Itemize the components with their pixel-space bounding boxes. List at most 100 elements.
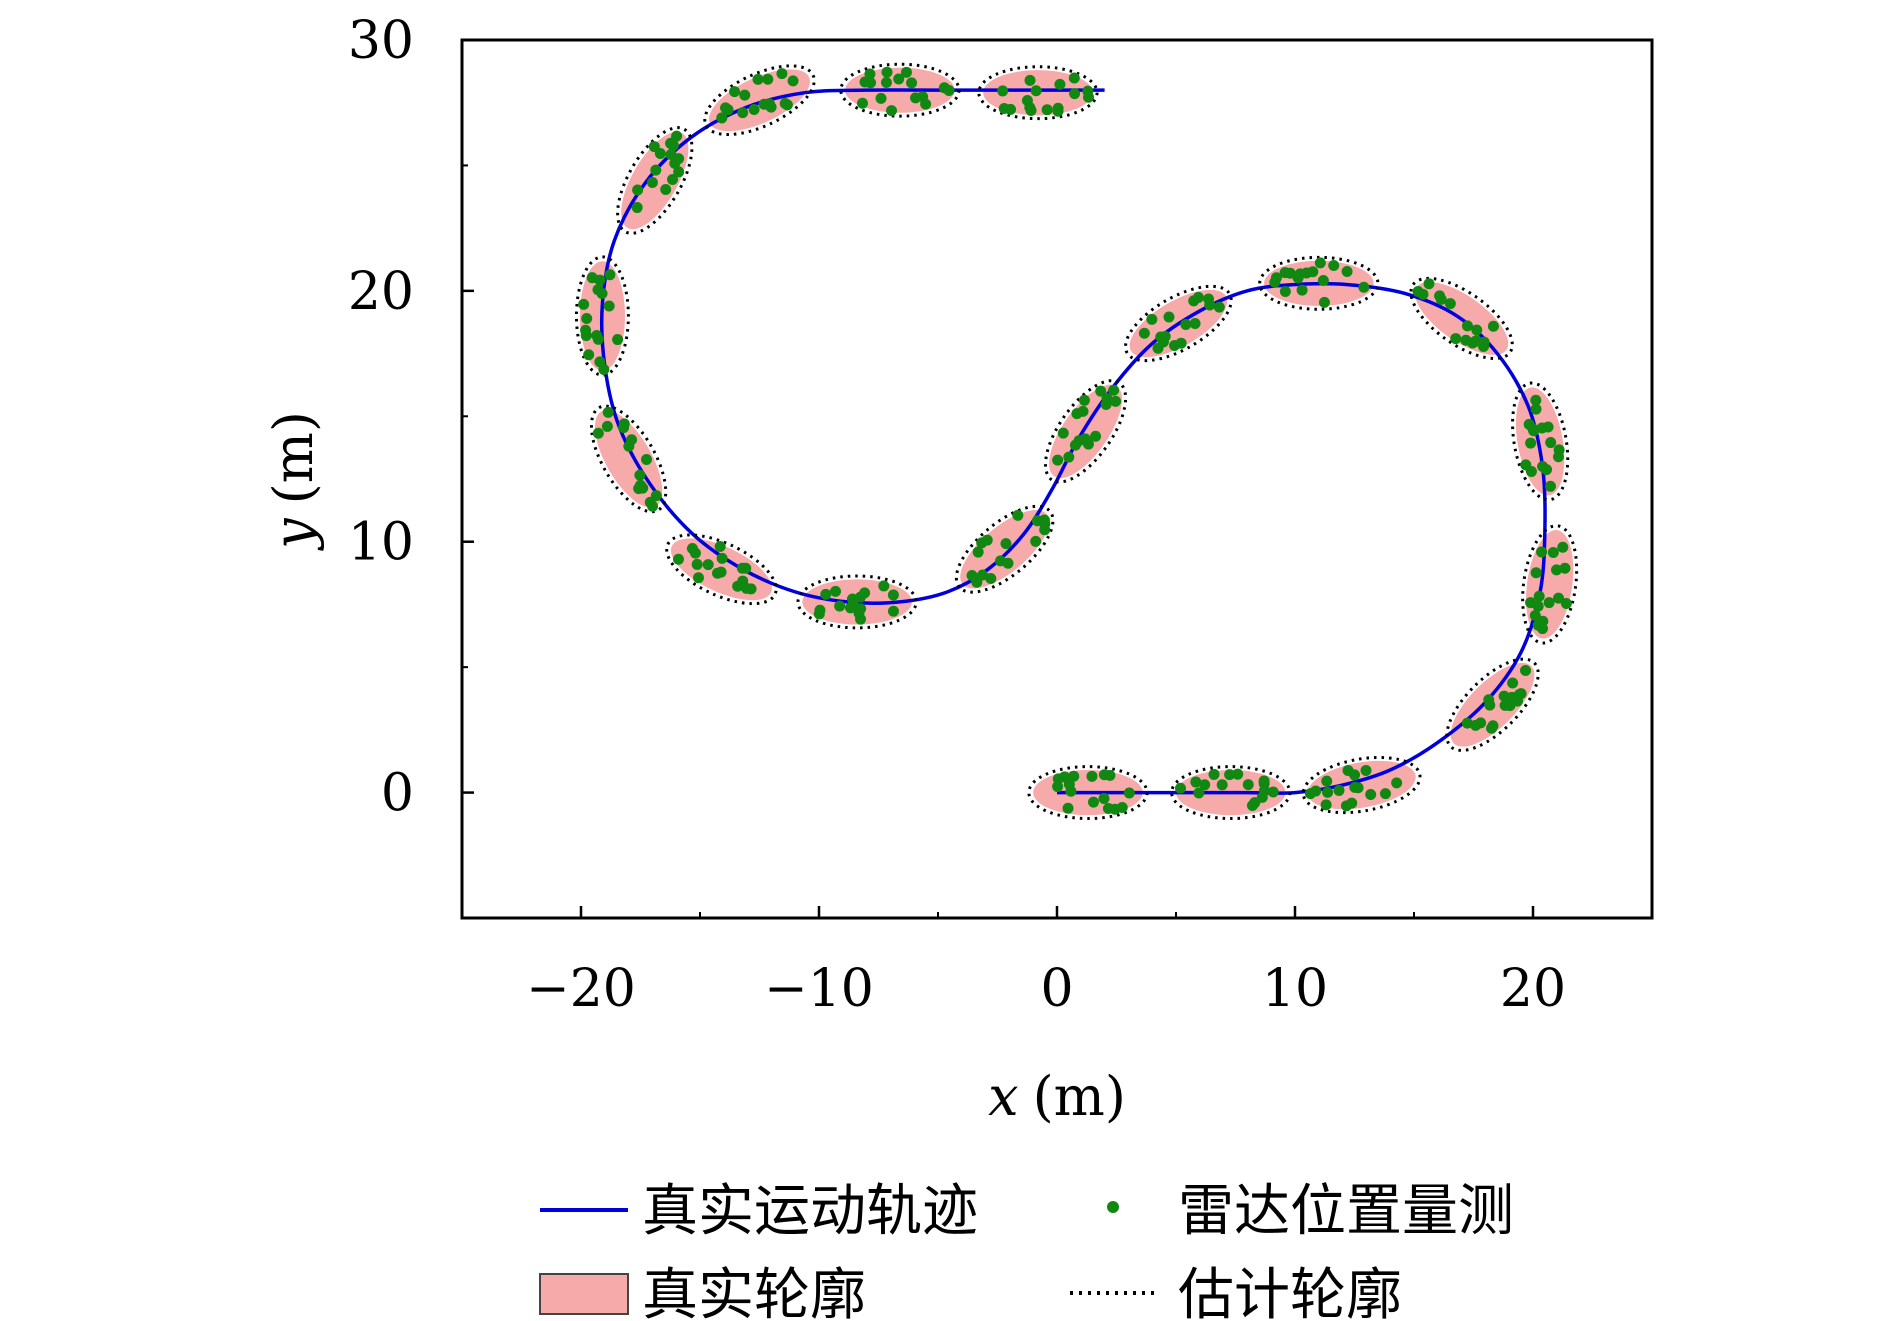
measurement-point (1104, 769, 1116, 781)
x-tick-label: −20 (526, 959, 636, 1019)
measurement-point (1052, 454, 1064, 466)
measurement-point (1157, 336, 1169, 348)
measurement-point (997, 85, 1009, 97)
measurement-point (1041, 104, 1053, 116)
estimated-extent-ellipse (1044, 379, 1128, 484)
legend-label-measurement: 雷达位置量测 (1178, 1179, 1514, 1244)
measurement-point (596, 288, 608, 300)
measurement-point (1087, 796, 1099, 808)
measurement-point (1314, 257, 1326, 269)
measurement-point (667, 174, 679, 186)
estimated-extent-ellipse (839, 62, 961, 118)
measurement-point (1470, 335, 1482, 347)
estimated-extent-ellipse (1170, 765, 1292, 821)
measurement-point (714, 540, 726, 552)
measurement-point (1259, 785, 1271, 797)
measurement-point (1267, 786, 1279, 798)
measurement-point (748, 103, 760, 115)
measurement-point (880, 76, 892, 88)
estimated-extent-ellipse (1445, 657, 1540, 752)
legend: 真实运动轨迹 雷达位置量测 真实轮廓 估计轮廓 (539, 1179, 1514, 1321)
y-tick-label: 0 (381, 764, 414, 824)
measurement-point (1537, 615, 1549, 627)
measurement-point (1545, 437, 1557, 449)
measurement-point (1486, 722, 1498, 734)
y-axis-label: y(m) (262, 411, 325, 551)
measurement-point (1435, 293, 1447, 305)
measurement-point (1529, 610, 1541, 622)
estimated-extent-ellipse (665, 533, 778, 606)
measurement-point (634, 469, 646, 481)
measurement-point (631, 202, 643, 214)
legend-label-true-extent: 真实轮廓 (642, 1263, 866, 1321)
measurement-point (666, 137, 678, 149)
measurement-point (583, 349, 595, 361)
measurement-point (865, 77, 877, 89)
measurement-point (1123, 787, 1135, 799)
measurement-point (1203, 293, 1215, 305)
measurement-point (1450, 333, 1462, 345)
measurement-point (1513, 689, 1525, 701)
measurement-point (1507, 677, 1519, 689)
measurement-point (864, 68, 876, 80)
measurement-point (1460, 334, 1472, 346)
measurement-point (1095, 385, 1107, 397)
measurement-point (1069, 88, 1081, 100)
measurement-point (1110, 395, 1122, 407)
measurement-point (603, 300, 615, 312)
measurement-point (1322, 786, 1334, 798)
measurement-point (1530, 403, 1542, 415)
estimated-extent-ellipse (1258, 255, 1380, 311)
measurement-point (1012, 509, 1024, 521)
measurement-point (1025, 104, 1037, 116)
measurement-point (1057, 427, 1069, 439)
measurement-point (856, 97, 868, 109)
measurement-point (1062, 802, 1074, 814)
measurement-point (893, 73, 905, 85)
measurement-point (1052, 781, 1064, 793)
measurement-point (875, 92, 887, 104)
measurement-point (1208, 768, 1220, 780)
measurement-point (1525, 437, 1537, 449)
measurement-point (1360, 764, 1372, 776)
measurement-point (1333, 784, 1345, 796)
true-extent-ellipse (1049, 384, 1122, 479)
y-tick-label: 30 (348, 11, 414, 71)
measurement-point (943, 84, 955, 96)
measurement-point (776, 68, 788, 80)
measurement-point (578, 298, 590, 310)
x-tick-label: 0 (1040, 959, 1073, 1019)
measurement-point (712, 567, 724, 579)
measurement-point (1541, 464, 1553, 476)
measurement-point (1116, 801, 1128, 813)
measurement-point (1279, 286, 1291, 298)
measurement-point (612, 334, 624, 346)
measurement-point (591, 330, 603, 342)
measurement-point (1560, 597, 1572, 609)
measurement-point (1284, 267, 1296, 279)
measurement-point (598, 363, 610, 375)
measurement-point (592, 427, 604, 439)
measurement-point (716, 552, 728, 564)
measurement-point (1146, 313, 1158, 325)
measurement-point (702, 559, 714, 571)
measurement-point (654, 147, 666, 159)
measurement-point (972, 546, 984, 558)
measurement-point (1342, 764, 1354, 776)
estimated-extent-ellipse (977, 65, 1099, 121)
trajectory-line (599, 88, 1547, 795)
measurement-point (672, 553, 684, 565)
measurement-point (1086, 770, 1098, 782)
measurement-point (1412, 286, 1424, 298)
measurement-point (1270, 272, 1282, 284)
legend-label-estimated-extent: 估计轮廓 (1178, 1263, 1402, 1321)
measurement-point (762, 73, 774, 85)
measurement-point (1544, 480, 1556, 492)
measurement-point (1542, 421, 1554, 433)
measurement-point (1523, 418, 1535, 430)
measurement-point (1358, 281, 1370, 293)
measurement-point (920, 98, 932, 110)
measurement-point (847, 598, 859, 610)
measurement-point (886, 105, 898, 117)
measurement-point (887, 605, 899, 617)
